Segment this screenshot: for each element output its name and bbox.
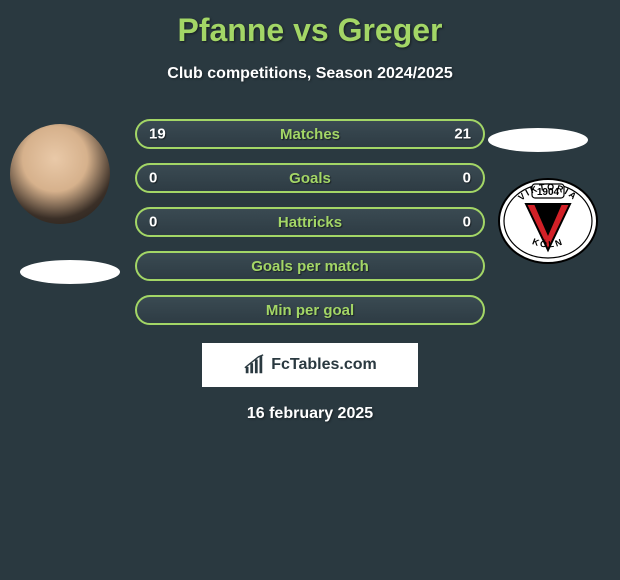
stat-row-goals-per-match: Goals per match xyxy=(135,251,485,281)
stat-row-matches: 19 Matches 21 xyxy=(135,119,485,149)
stat-right-value: 0 xyxy=(463,214,471,231)
stat-row-hattricks: 0 Hattricks 0 xyxy=(135,207,485,237)
player-right-club-pill xyxy=(488,128,588,152)
stat-left-value: 19 xyxy=(149,126,166,143)
stat-right-value: 0 xyxy=(463,170,471,187)
brand-box: FcTables.com xyxy=(202,343,418,387)
comparison-date: 16 february 2025 xyxy=(0,405,620,423)
page-title: Pfanne vs Greger xyxy=(0,0,620,49)
stat-label: Min per goal xyxy=(266,302,354,319)
stat-row-min-per-goal: Min per goal xyxy=(135,295,485,325)
stat-label: Matches xyxy=(280,126,340,143)
brand-text: FcTables.com xyxy=(271,356,377,374)
stat-left-value: 0 xyxy=(149,214,157,231)
stat-left-value: 0 xyxy=(149,170,157,187)
chart-icon xyxy=(243,354,265,376)
stat-label: Goals per match xyxy=(251,258,369,275)
subtitle: Club competitions, Season 2024/2025 xyxy=(0,65,620,83)
stat-row-goals: 0 Goals 0 xyxy=(135,163,485,193)
player-left-club-pill xyxy=(20,260,120,284)
stat-right-value: 21 xyxy=(454,126,471,143)
club-badge-viktoria-koln: 1904 VIKTORIA KÖLN xyxy=(498,178,598,264)
player-left-avatar xyxy=(10,124,110,224)
stat-label: Goals xyxy=(289,170,331,187)
stat-label: Hattricks xyxy=(278,214,342,231)
